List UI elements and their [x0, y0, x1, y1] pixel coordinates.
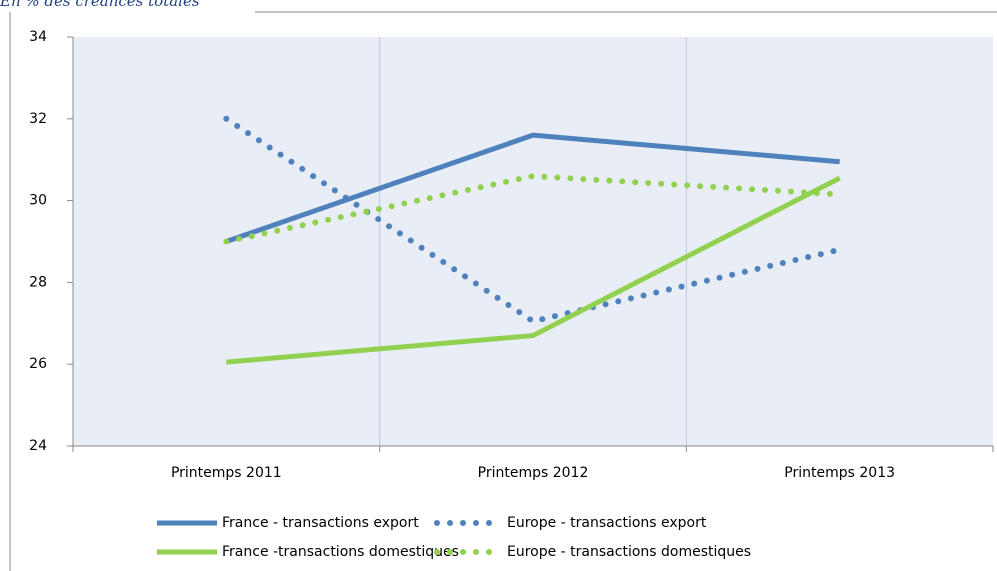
- y-tick-label: 32: [29, 111, 47, 127]
- x-tick-label: Printemps 2013: [784, 465, 895, 481]
- y-tick-label: 28: [29, 274, 47, 290]
- legend-label: Europe - transactions domestiques: [507, 544, 751, 560]
- y-tick-label: 30: [29, 193, 47, 209]
- x-tick-label: Printemps 2011: [171, 465, 282, 481]
- y-tick-label: 24: [29, 438, 47, 454]
- legend-label: Europe - transactions export: [507, 515, 707, 531]
- series-line: [223, 173, 843, 245]
- x-tick-label: Printemps 2012: [478, 465, 589, 481]
- series-line: [226, 175, 841, 365]
- y-tick-label: 34: [29, 29, 47, 45]
- legend-label: France - transactions export: [222, 515, 419, 531]
- series-line: [225, 132, 840, 244]
- legend-label: France -transactions domestiques: [222, 544, 459, 560]
- chart-title: En % des créances totales: [0, 0, 200, 10]
- plot-area: [73, 37, 993, 446]
- y-tick-label: 26: [29, 356, 47, 372]
